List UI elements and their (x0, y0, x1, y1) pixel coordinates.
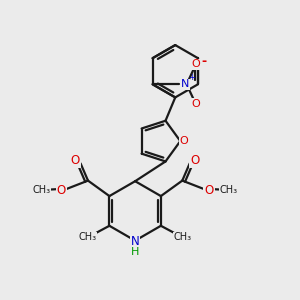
Text: N: N (181, 79, 190, 89)
Text: CH₃: CH₃ (79, 232, 97, 242)
Text: O: O (191, 99, 200, 109)
Text: H: H (131, 247, 139, 257)
Text: O: O (191, 59, 200, 69)
Text: CH₃: CH₃ (219, 184, 237, 194)
Text: -: - (201, 55, 206, 68)
Text: O: O (179, 136, 188, 146)
Text: +: + (188, 73, 195, 82)
Text: O: O (190, 154, 200, 167)
Text: CH₃: CH₃ (33, 184, 51, 194)
Text: O: O (70, 154, 80, 167)
Text: O: O (57, 184, 66, 197)
Text: CH₃: CH₃ (173, 232, 192, 242)
Text: N: N (131, 235, 140, 248)
Text: O: O (204, 184, 214, 197)
